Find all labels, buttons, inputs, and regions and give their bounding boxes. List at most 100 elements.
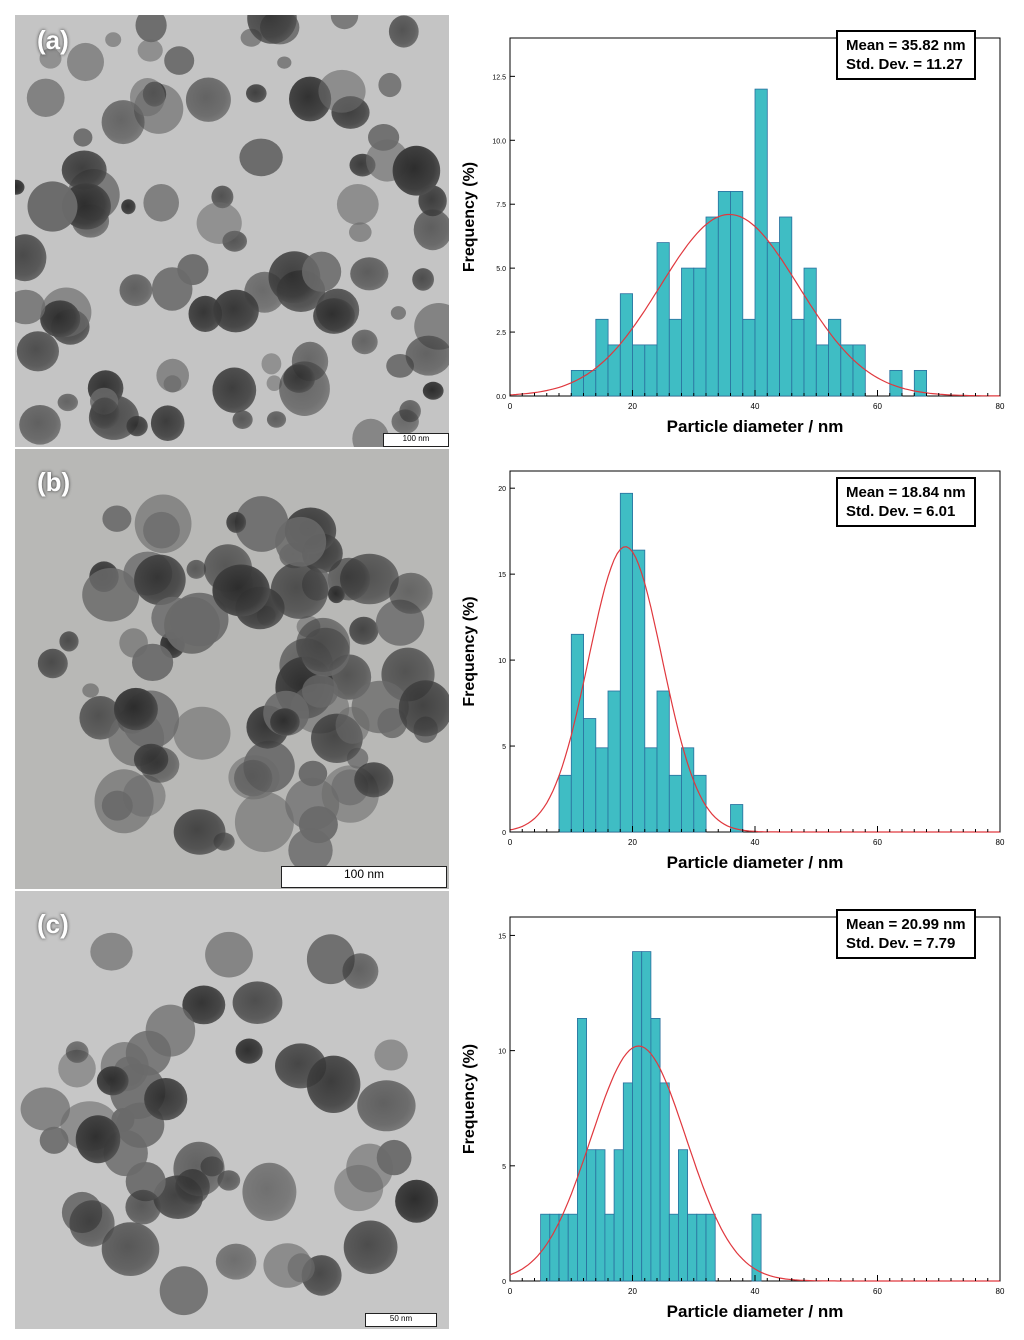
histogram-bar [717,190,731,397]
nanoparticle [125,1189,161,1225]
histogram-bar [583,369,597,397]
nanoparticle [139,746,180,783]
histogram-svg-b: 0 20 40 60 80 0 5 10 15 20 Particle diameter / nm F… [461,470,1005,872]
nanoparticle [349,616,379,645]
nanoparticle [212,367,257,413]
histogram-bar [751,1213,762,1282]
nanoparticle [215,1243,257,1280]
histogram-a: 0 20 40 60 80 0.0 2.5 5.0 7.5 10.0 12.5 Particle di… [452,15,1020,447]
nanoparticle [101,100,145,145]
tem-image-a: (a) 100 nm [15,15,449,447]
histogram-bar [677,1149,688,1282]
x-tick-label: 0 [508,838,513,847]
histogram-bar [754,88,768,397]
nanoparticle [113,687,158,731]
row-b: (b) 100 nm 0 20 40 60 80 0 5 10 15 20 Particle dia… [0,449,1024,889]
nanoparticle [368,124,400,151]
nanoparticle [232,410,253,430]
nanoparticle [395,1179,439,1223]
nanoparticle [101,1222,160,1276]
nanoparticle [59,631,79,652]
scale-bar-label-a: 100 nm [402,434,430,443]
x-tick-label: 20 [628,402,637,411]
nanoparticle [266,375,282,392]
nanoparticle [67,42,104,82]
nanoparticle [398,680,449,737]
y-tick-label: 15 [498,572,506,579]
x-tick-label: 40 [751,402,760,411]
nanoparticle [126,415,148,437]
nanoparticle [15,234,47,282]
y-tick-label: 20 [498,486,506,493]
y-tick-label: 5 [502,1164,506,1171]
scale-bar-a: 100 nm [383,433,449,447]
panel-label-b: (b) [37,467,71,497]
nanoparticle [412,268,434,291]
histogram-bar [570,633,585,833]
nanoparticle [186,559,207,579]
y-tick-label: 10 [498,658,506,665]
y-tick-label: 10.0 [492,138,506,145]
nanoparticle [143,184,179,222]
y-axis-label: Frequency (%) [461,596,478,706]
nanoparticle [239,138,283,177]
histogram-bar [595,318,609,397]
row-c: (c) 50 nm 0 20 40 60 80 0 5 10 15 Particle diamet… [0,891,1024,1329]
nanoparticle [413,209,449,251]
scale-bar-b: 100 nm [281,866,447,888]
histogram-bar [632,549,646,833]
tem-micrograph-a [15,15,449,447]
nanoparticle [296,617,351,673]
nanoparticle [27,181,78,232]
nanoparticle [182,985,226,1025]
y-tick-label: 0 [502,1279,506,1286]
y-tick-label: 5 [502,744,506,751]
nanoparticle [177,254,209,286]
nanoparticle [20,1087,70,1131]
histogram-bar [742,318,756,397]
nanoparticle [173,809,226,855]
x-tick-label: 80 [996,1287,1005,1296]
nanoparticle [247,15,297,44]
stats-std-c: Std. Dev. = 7.79 [846,935,956,952]
histogram-bar [828,318,842,397]
y-tick-label: 12.5 [492,74,506,81]
histogram-bar [622,1082,633,1282]
histogram-svg-c: 0 20 40 60 80 0 5 10 15 Particle diameter / nm Fre… [461,916,1005,1321]
x-tick-label: 80 [996,402,1005,411]
nanoparticle [263,1243,312,1288]
nanoparticle [122,774,166,817]
y-axis-label: Frequency (%) [461,1044,478,1154]
histogram-bar [730,804,744,833]
nanoparticle [330,15,359,30]
normal-fit-curve [509,213,1000,397]
x-tick-label: 20 [628,838,637,847]
x-axis-label: Particle diameter / nm [667,417,844,436]
histogram-bar [913,369,927,397]
stats-mean-c: Mean = 20.99 nm [846,916,966,933]
x-tick-label: 0 [508,402,513,411]
histogram-bar [632,951,643,1282]
x-tick-label: 40 [751,838,760,847]
nanoparticle [144,1078,188,1121]
histogram-bar [567,1213,578,1282]
histogram-bar [696,1213,707,1282]
histogram-bar [705,1213,716,1282]
x-tick-label: 60 [873,402,882,411]
nanoparticle [354,762,394,798]
x-tick-label: 60 [873,1287,882,1296]
nanoparticle [16,331,59,372]
y-axis-label: Frequency (%) [461,162,478,272]
stats-std-b: Std. Dev. = 6.01 [846,503,956,520]
x-tick-label: 20 [628,1287,637,1296]
histogram-bar [659,1082,670,1282]
nanoparticle [196,202,242,245]
nanoparticle [173,706,231,760]
histogram-bar [641,951,652,1282]
histogram-bar [558,1213,569,1282]
nanoparticle [75,1115,121,1164]
nanoparticle [302,251,342,292]
nanoparticle [246,84,267,103]
nanoparticle [226,511,247,533]
nanoparticle [57,393,78,412]
